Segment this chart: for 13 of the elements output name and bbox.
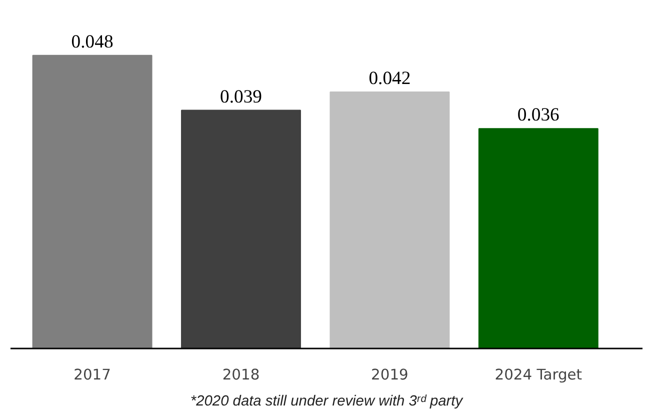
x-tick-label: 2017 [74, 366, 111, 384]
bar [32, 54, 152, 348]
data-label: 0.036 [517, 104, 560, 126]
text: *2020 data still under review with 3ʳᵈ party [190, 394, 464, 410]
x-tick-label: 2019 [371, 366, 408, 384]
data-label: 0.048 [71, 31, 114, 52]
x-tick-label: 2018 [222, 366, 260, 384]
bar [330, 91, 450, 348]
data-label: 0.042 [368, 68, 411, 89]
x-tick-label: 2024 Target [494, 366, 582, 384]
data-label: 0.039 [220, 86, 262, 108]
bar [181, 110, 301, 348]
bar [478, 128, 598, 348]
